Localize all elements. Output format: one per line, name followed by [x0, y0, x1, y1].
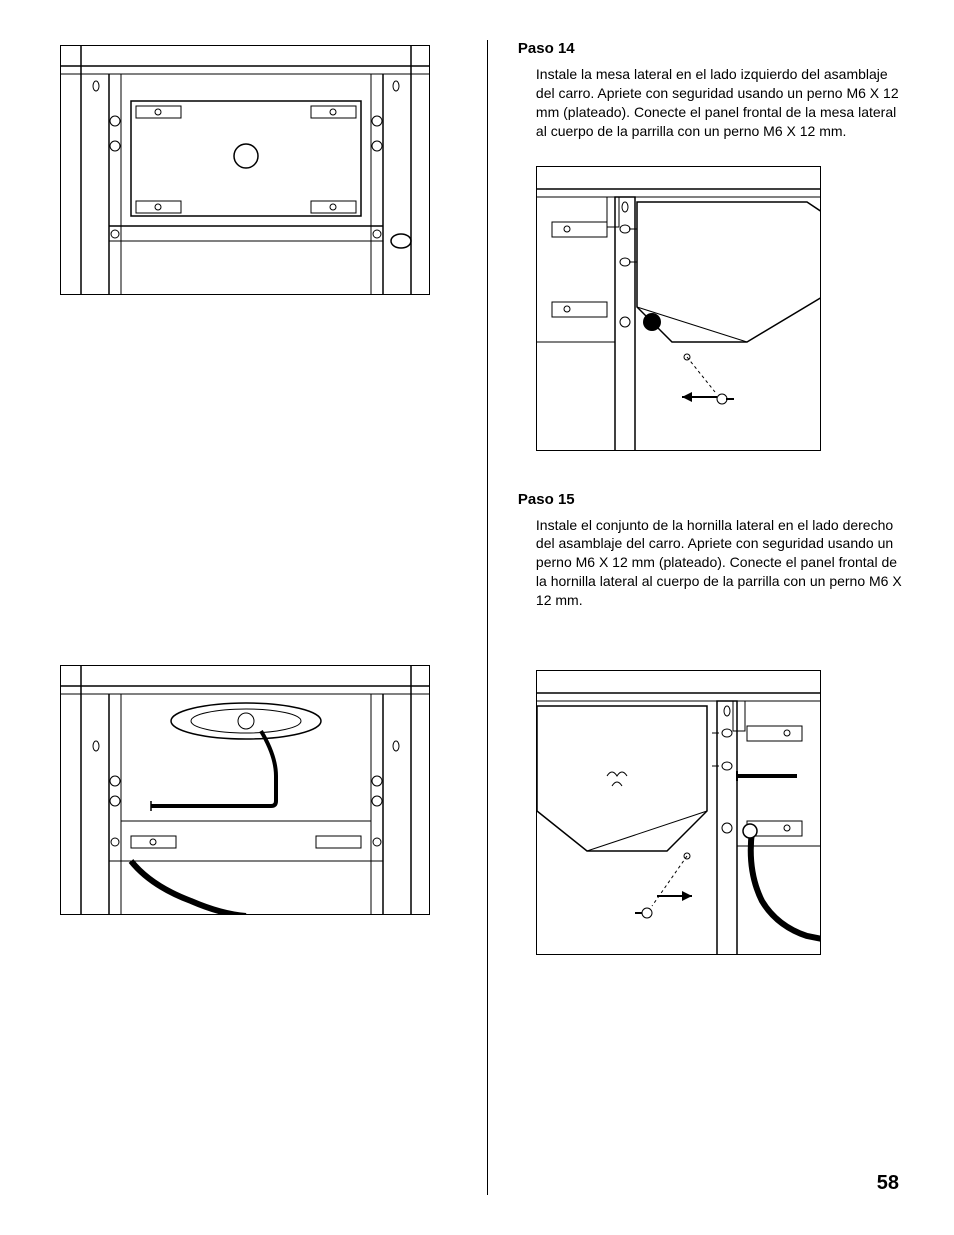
- step14-title: Paso 14: [518, 40, 904, 57]
- step15-block: Paso 15 Instale el conjunto de la hornil…: [518, 491, 904, 635]
- right-column: Paso 14 Instale la mesa lateral en el la…: [487, 40, 904, 1195]
- diagram-step14-right: [536, 166, 821, 451]
- diagram-step15-left: [60, 665, 430, 915]
- diagram-step15-right: [536, 670, 821, 955]
- page-content: Paso 14 Instale la mesa lateral en el la…: [0, 0, 954, 1235]
- page-number: 58: [877, 1172, 899, 1195]
- diagram-step14-left: [60, 45, 430, 295]
- step14-body: Instale la mesa lateral en el lado izqui…: [536, 65, 904, 141]
- step15-body: Instale el conjunto de la hornilla later…: [536, 516, 904, 610]
- step15-title: Paso 15: [518, 491, 904, 508]
- step14-block: Paso 14 Instale la mesa lateral en el la…: [518, 40, 904, 166]
- left-column: [50, 40, 487, 1195]
